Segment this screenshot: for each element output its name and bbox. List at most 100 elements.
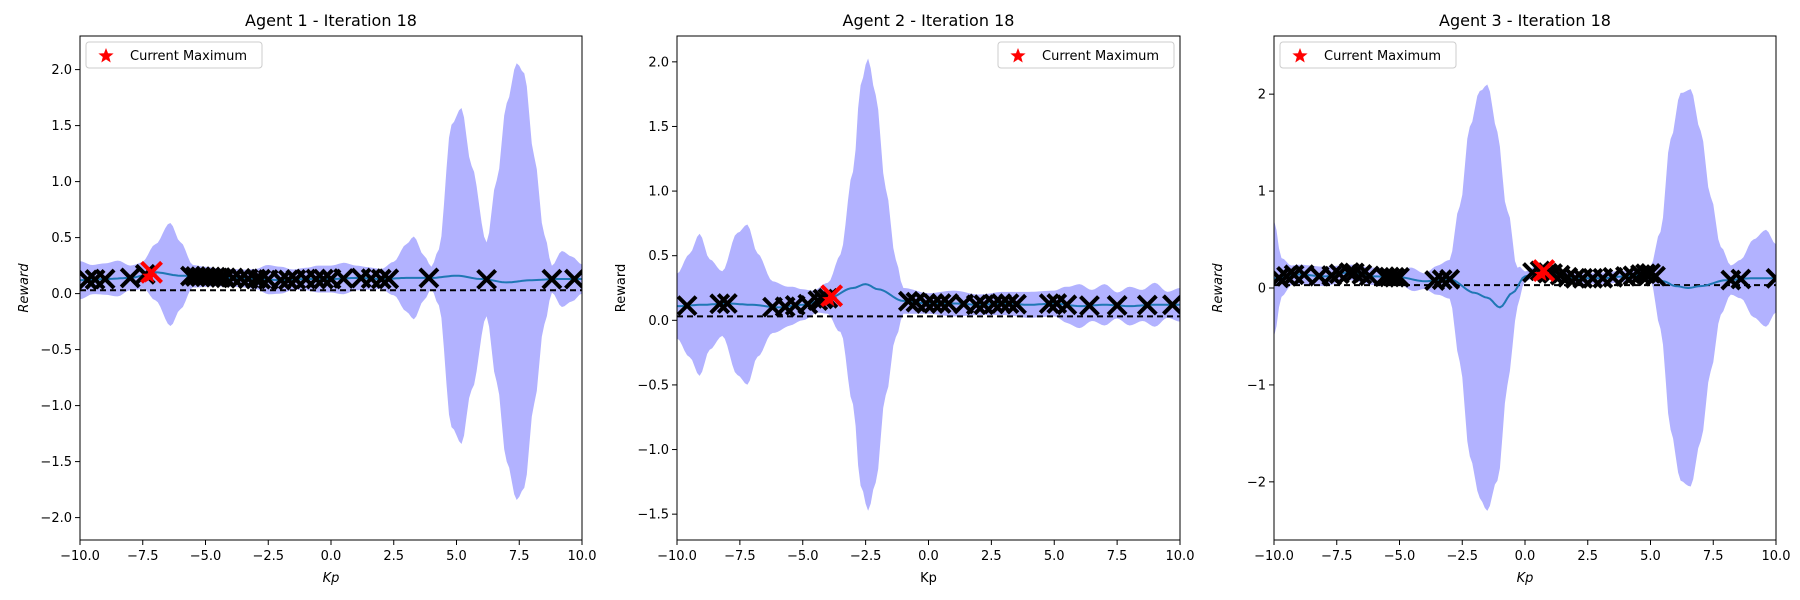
y-tick-label: 0.0 bbox=[51, 287, 72, 302]
x-tick-label: 0.0 bbox=[918, 549, 939, 564]
legend-box bbox=[1279, 41, 1457, 69]
legend-label: Current Maximum bbox=[130, 49, 247, 64]
sample-point bbox=[119, 267, 141, 289]
confidence-band bbox=[1274, 84, 1776, 511]
sample-point bbox=[277, 269, 299, 291]
x-tick-label: −2.5 bbox=[252, 549, 284, 564]
sample-point bbox=[1384, 266, 1405, 288]
sample-point bbox=[1431, 269, 1453, 291]
current-maximum-star bbox=[141, 268, 158, 283]
sample-point bbox=[677, 295, 698, 317]
legend-star-icon bbox=[98, 48, 114, 63]
sample-point bbox=[1765, 267, 1776, 289]
sample-point bbox=[313, 268, 334, 290]
sample-point bbox=[1006, 293, 1027, 315]
current-maximum-marker bbox=[820, 284, 844, 308]
plot-area bbox=[80, 63, 582, 500]
x-axis-label: Kp bbox=[920, 571, 937, 586]
x-tick-label: −2.5 bbox=[850, 549, 882, 564]
y-tick-label: 0.0 bbox=[648, 314, 669, 329]
y-tick-label: −0.5 bbox=[637, 378, 669, 393]
legend-box bbox=[997, 41, 1175, 69]
sample-point bbox=[378, 268, 400, 290]
x-axis-label: Kp bbox=[1517, 571, 1534, 586]
current-maximum-marker bbox=[140, 260, 163, 284]
legend-star-icon bbox=[1292, 48, 1308, 63]
sample-point bbox=[1136, 294, 1158, 316]
x-tick-label: −5.0 bbox=[787, 549, 819, 564]
x-tick-label: −7.5 bbox=[1321, 549, 1353, 564]
y-tick-label: −1 bbox=[1247, 378, 1266, 393]
legend-label: Current Maximum bbox=[1042, 49, 1159, 64]
x-tick-label: 5.0 bbox=[446, 549, 467, 564]
sample-point bbox=[370, 268, 392, 290]
x-tick-label: −7.5 bbox=[724, 549, 756, 564]
x-tick-label: −2.5 bbox=[1446, 549, 1478, 564]
legend-label: Current Maximum bbox=[1324, 49, 1441, 64]
chart-panel-2: −10.0 −7.5 −5.0 −2.5 0.0 2.5 5.0 7.5 10.0 −1.5 −1.… bbox=[614, 11, 1194, 586]
sample-point bbox=[1106, 295, 1128, 316]
chart-title: Agent 3 - Iteration 18 bbox=[1439, 11, 1611, 30]
x-tick-label: 10.0 bbox=[1762, 549, 1791, 564]
legend: Current Maximum bbox=[85, 41, 263, 69]
y-tick-label: −0.5 bbox=[40, 343, 72, 358]
y-tick-label: −2.0 bbox=[40, 511, 72, 526]
sample-point bbox=[305, 268, 327, 290]
x-tick-label: 2.5 bbox=[1577, 549, 1598, 564]
sample-point bbox=[333, 268, 354, 289]
sample-point bbox=[80, 269, 98, 291]
x-tick-label: 10.0 bbox=[568, 549, 597, 564]
sample-point bbox=[716, 293, 738, 314]
y-tick-label: −2 bbox=[1247, 475, 1266, 490]
x-tick-label: 2.5 bbox=[981, 549, 1002, 564]
x-tick-label: −7.5 bbox=[127, 549, 159, 564]
x-tick-label: 2.5 bbox=[383, 549, 404, 564]
sample-point bbox=[998, 293, 1020, 315]
x-tick-label: −10.0 bbox=[60, 549, 100, 564]
y-tick-label: 1.5 bbox=[51, 119, 72, 134]
y-tick-label: −1.5 bbox=[40, 455, 72, 470]
y-tick-label: −1.5 bbox=[637, 508, 669, 523]
sample-point bbox=[1564, 267, 1586, 289]
x-tick-label: 7.5 bbox=[1703, 549, 1724, 564]
sample-point bbox=[930, 293, 952, 314]
x-tick-label: 7.5 bbox=[509, 549, 530, 564]
legend-box bbox=[85, 41, 263, 69]
legend-star-icon bbox=[1010, 48, 1026, 63]
sample-point bbox=[1276, 265, 1297, 287]
current-maximum-star bbox=[1534, 266, 1550, 281]
y-axis-label: Reward bbox=[1211, 263, 1226, 313]
sample-point bbox=[1389, 266, 1410, 288]
x-tick-label: 10.0 bbox=[1166, 549, 1195, 564]
x-tick-label: 7.5 bbox=[1107, 549, 1128, 564]
y-tick-label: 2.0 bbox=[51, 63, 72, 78]
chart-title: Agent 1 - Iteration 18 bbox=[245, 11, 417, 30]
sample-point bbox=[476, 268, 498, 290]
y-tick-label: −1.0 bbox=[40, 399, 72, 414]
y-tick-label: 2.0 bbox=[648, 55, 669, 70]
sample-point bbox=[541, 268, 563, 290]
x-tick-label: −5.0 bbox=[190, 549, 222, 564]
confidence-band bbox=[677, 58, 1180, 511]
sample-point bbox=[965, 294, 987, 316]
sample-point bbox=[1343, 262, 1365, 284]
y-tick-label: 1.0 bbox=[648, 185, 669, 200]
legend: Current Maximum bbox=[997, 41, 1175, 69]
y-tick-label: 1 bbox=[1258, 185, 1266, 200]
sample-point bbox=[923, 293, 944, 314]
sample-point bbox=[1439, 268, 1461, 290]
y-tick-label: 1.5 bbox=[648, 120, 669, 135]
x-tick-label: 0.0 bbox=[1515, 549, 1536, 564]
current-maximum-star bbox=[822, 291, 838, 307]
sample-point bbox=[250, 268, 272, 290]
current-maximum-marker bbox=[1532, 259, 1556, 282]
x-tick-label: −10.0 bbox=[1254, 549, 1294, 564]
y-tick-label: 1.0 bbox=[51, 175, 72, 190]
sample-point bbox=[1079, 295, 1100, 317]
sample-point bbox=[1038, 293, 1060, 315]
sample-point bbox=[1730, 268, 1752, 290]
sample-point bbox=[1274, 267, 1290, 289]
sample-point bbox=[418, 267, 440, 289]
sample-point bbox=[1351, 264, 1373, 285]
